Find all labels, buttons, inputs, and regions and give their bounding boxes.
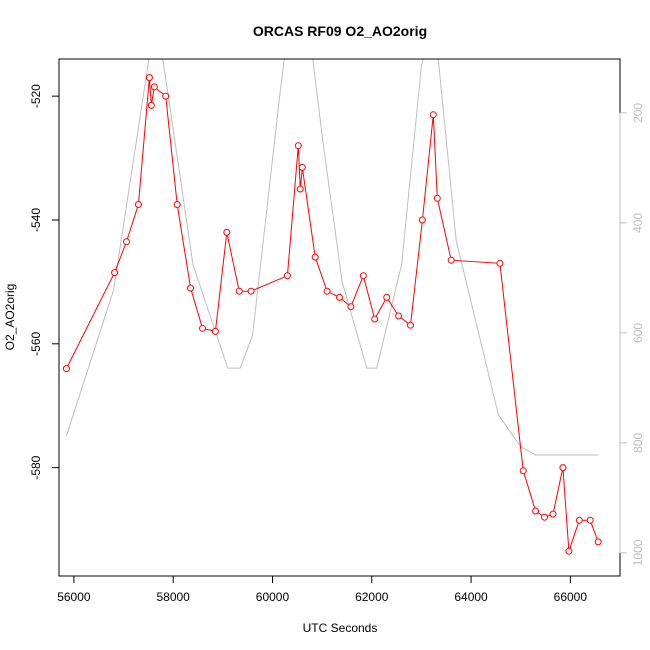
data-point [359,272,367,280]
x-axis: 56000 58000 60000 62000 64000 66000 [57,575,588,604]
x-axis-label: UTC Seconds [303,621,378,635]
data-point [145,74,153,82]
data-point [586,516,594,524]
data-point [496,259,504,267]
data-point [296,185,304,193]
x-tick-label: 56000 [57,590,91,604]
data-point [433,194,441,202]
x-tick-label: 66000 [554,590,588,604]
data-point [447,256,455,264]
y-tick-label: -540 [29,208,43,232]
y2-tick-label: 600 [631,323,645,343]
data-point [150,83,158,91]
data-point [298,163,306,171]
data-point [134,201,142,208]
series-line [65,77,599,552]
x-tick-label: 62000 [355,590,389,604]
data-point [283,272,291,280]
y2-tick-label: 800 [631,433,645,453]
data-point [173,201,181,208]
data-point [323,287,331,295]
data-point [347,303,355,311]
x-tick-label: 58000 [156,590,190,604]
plot-frame [58,58,621,577]
data-point [211,327,219,335]
data-point [559,464,567,472]
data-point [549,510,557,518]
data-point [247,287,255,295]
data-point [519,467,527,475]
data-point [383,293,391,301]
data-point [541,513,548,521]
y-tick-label: -560 [29,331,43,355]
data-point [162,92,170,100]
chart-title: ORCAS RF09 O2_AO2orig [253,23,427,39]
series-line-right-axis [65,59,599,456]
data-point [199,324,206,332]
data-point [418,216,426,224]
data-point [532,507,540,515]
data-point [294,142,302,150]
data-point [336,293,343,301]
y-axis-left: -520 -540 -560 -580 [29,84,60,480]
data-point [235,287,243,295]
data-point [429,111,437,119]
y2-tick-label: 1000 [631,539,645,566]
x-tick-label: 64000 [454,590,488,604]
x-tick-label: 60000 [256,590,290,604]
data-point [123,238,130,246]
y-axis-right: 200 400 600 800 1000 [619,103,645,566]
series-layer [62,59,602,555]
data-point [565,547,573,555]
data-point [371,315,379,323]
plot-area [62,59,602,555]
data-point [187,284,195,292]
data-point [223,228,231,236]
data-point [147,101,155,109]
data-point [111,269,119,277]
data-point [575,516,583,524]
y-axis-label: O2_AO2orig [3,284,17,351]
data-point [407,321,414,329]
y-tick-label: -580 [29,455,43,479]
data-point [594,538,602,546]
y-tick-label: -520 [29,84,43,108]
data-point [395,312,403,320]
y2-tick-label: 400 [631,213,645,233]
y2-tick-label: 200 [631,103,645,123]
data-point [62,365,70,373]
data-point [311,253,319,261]
